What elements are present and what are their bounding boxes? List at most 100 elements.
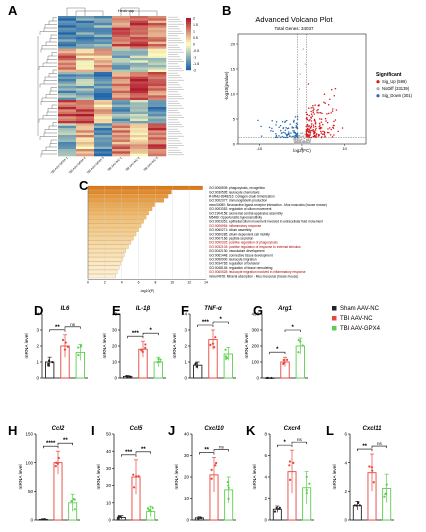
- enrichment-term-label: M5486: Opportunistic hypersensitivity: [209, 216, 262, 220]
- colorbar-swatch: [186, 44, 191, 47]
- gene-point: [333, 124, 335, 127]
- heatmap-cell: [58, 104, 77, 108]
- gene-point: [293, 143, 296, 145]
- significance-bracket: [64, 326, 81, 329]
- heatmap-cell: [130, 32, 149, 35]
- gene-point: [314, 129, 317, 131]
- volcano-xlabel: log2(FC): [293, 148, 311, 153]
- y-tick-label: 5: [233, 116, 236, 121]
- panel-label-g: G: [253, 303, 264, 318]
- heatmap-cell: [112, 146, 131, 150]
- heatmap-cell: [148, 37, 167, 40]
- heatmap-cell: [94, 79, 113, 82]
- heatmap-cell: [76, 18, 95, 21]
- heatmap-cell: [148, 93, 167, 96]
- gene-point: [305, 143, 307, 145]
- heatmap-cell: [130, 74, 149, 77]
- heatmap-cell: [148, 60, 167, 63]
- enrichment-bar: [87, 215, 147, 220]
- heatmap-cell: [58, 128, 77, 131]
- chart-title: Arg1: [277, 306, 292, 312]
- heatmap-cell: [130, 146, 149, 150]
- gene-point: [257, 119, 259, 122]
- data-point: [54, 465, 57, 468]
- y-tick-label: 20: [112, 344, 118, 349]
- heatmap-cell: [58, 86, 77, 89]
- heatmap-cell: [94, 41, 113, 45]
- heatmap-cell: [112, 88, 131, 91]
- heatmap-cell: [130, 83, 149, 87]
- data-point: [140, 349, 143, 352]
- heatmap-cell: [58, 153, 77, 157]
- gene-point: [313, 118, 316, 121]
- gene-point: [331, 136, 334, 138]
- colorbar-swatch: [186, 46, 191, 49]
- gene-point: [314, 125, 317, 128]
- heatmap-cell: [58, 118, 77, 122]
- gene-point: [296, 137, 298, 140]
- heatmap-cell: [76, 30, 95, 33]
- data-point: [197, 517, 200, 520]
- heatmap-cell: [76, 95, 95, 98]
- chart-title: Ccl5: [130, 426, 143, 432]
- gene-point: [294, 138, 297, 140]
- heatmap-cell: [94, 121, 113, 124]
- gene-point: [327, 104, 330, 106]
- heatmap-cell: [112, 109, 131, 112]
- heatmap-cell: [76, 135, 95, 138]
- gene-point: [294, 136, 296, 139]
- heatmap-cell: [130, 30, 149, 33]
- heatmap-cell: [130, 46, 149, 49]
- colorbar-swatch: [186, 56, 191, 59]
- heatmap-cell: [76, 100, 95, 103]
- dendrogram-branch: [66, 7, 86, 16]
- volcano-points: [257, 48, 344, 145]
- heatmap-cell: [130, 51, 149, 54]
- heatmap-cell: [112, 60, 131, 63]
- gene-point: [285, 119, 288, 122]
- y-tick-label: 400: [251, 312, 259, 317]
- significance-label: *: [219, 317, 222, 323]
- gene-point: [292, 130, 294, 132]
- gene-point: [325, 120, 327, 122]
- data-point: [213, 346, 216, 349]
- legend-swatch: [332, 306, 337, 311]
- sample-label: TBI AAV-NC-3: [142, 156, 158, 172]
- heatmap-cell: [148, 102, 167, 105]
- gene-point: [310, 123, 313, 125]
- colorbar-swatch: [186, 34, 191, 37]
- gene-point: [296, 141, 298, 144]
- gene-point: [312, 126, 315, 128]
- heatmap-cell: [76, 74, 95, 77]
- dendrogram-branch: [40, 48, 57, 53]
- data-point: [278, 507, 281, 510]
- heatmap-cell: [130, 144, 149, 147]
- heatmap-cell: [148, 30, 167, 33]
- y-axis-label: mRNA level: [102, 333, 108, 358]
- heatmap-cell: [148, 118, 167, 122]
- heatmap-cell: [148, 109, 167, 112]
- panel-label-a: A: [8, 3, 18, 18]
- y-tick-label: 0: [108, 518, 111, 523]
- heatmap-cell: [94, 135, 113, 138]
- gene-point: [268, 126, 271, 129]
- volcano-title: Advanced Volcano Plot: [255, 15, 333, 24]
- chart-title: IL-1β: [136, 306, 151, 312]
- enrichment-bar: [87, 206, 153, 211]
- heatmap-cell: [76, 60, 95, 63]
- heatmap-cell: [148, 88, 167, 91]
- heatmap-cell: [130, 107, 149, 110]
- chart-title: Ccl2: [52, 426, 65, 432]
- enrichment-bar: [87, 257, 123, 262]
- significance-label: *: [283, 440, 286, 446]
- dendrogram-branch: [47, 55, 57, 60]
- data-point: [227, 497, 230, 500]
- enrichment-bar: [87, 227, 139, 232]
- heatmap-cell: [94, 76, 113, 80]
- heatmap-cell: [148, 128, 167, 131]
- heatmap-cell: [112, 104, 131, 108]
- y-tick-label: 20: [231, 41, 236, 46]
- gene-point: [305, 134, 308, 136]
- gene-point: [305, 111, 308, 114]
